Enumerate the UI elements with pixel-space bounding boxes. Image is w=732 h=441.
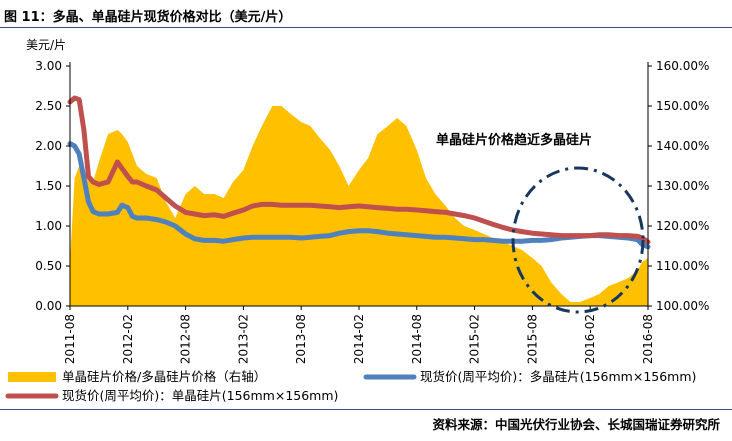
x-tick-label: 2011-08 xyxy=(63,314,77,364)
x-tick-label: 2016-08 xyxy=(641,314,655,364)
x-tick-label: 2014-08 xyxy=(410,314,424,364)
tick-labels-layer: 3.00 2.50 2.00 1.50 1.00 0.50 0.00 160.00% 150.0… xyxy=(35,59,709,364)
legend-item-ratio: 单晶硅片价格/多晶硅片价格（右轴） xyxy=(8,369,266,384)
series-line-poly xyxy=(67,141,651,250)
legend-label: 现货价(周平均价)：多晶硅片(156mm×156mm) xyxy=(420,369,696,384)
x-tick-label: 2012-08 xyxy=(179,314,193,364)
x-tick-label: 2013-08 xyxy=(294,314,308,364)
legend-item-poly: 现货价(周平均价)：多晶硅片(156mm×156mm) xyxy=(363,369,696,384)
y-right-tick-label: 140.00% xyxy=(656,139,709,153)
y-left-tick-label: 1.50 xyxy=(35,179,62,193)
y-right-tick-label: 130.00% xyxy=(656,179,709,193)
x-tick-label: 2012-02 xyxy=(121,314,135,364)
y-left-tick-label: 2.00 xyxy=(35,139,62,153)
y-right-tick-label: 160.00% xyxy=(656,59,709,73)
series-line-mono xyxy=(67,95,651,245)
price-lines-layer xyxy=(67,95,651,250)
y-left-tick-label: 2.50 xyxy=(35,99,62,113)
legend-label: 单晶硅片价格/多晶硅片价格（右轴） xyxy=(62,369,266,384)
x-tick-label: 2015-02 xyxy=(468,314,482,364)
x-tick-label: 2014-02 xyxy=(352,314,366,364)
y-left-tick-label: 1.00 xyxy=(35,219,62,233)
y-right-tick-label: 100.00% xyxy=(656,299,709,313)
y-left-tick-label: 0.00 xyxy=(35,299,62,313)
legend-swatch xyxy=(8,372,56,382)
y-left-tick-label: 0.50 xyxy=(35,259,62,273)
y-right-tick-label: 120.00% xyxy=(656,219,709,233)
x-tick-label: 2015-08 xyxy=(525,314,539,364)
x-tick-label: 2013-02 xyxy=(236,314,250,364)
legend-item-mono: 现货价(周平均价)：单晶硅片(156mm×156mm) xyxy=(5,388,338,403)
highlight-ellipse xyxy=(511,166,645,314)
source-note: 资料来源：中国光伏行业协会、长城国瑞证券研究所 xyxy=(432,417,720,432)
chart-title: 图 11：多晶、单晶硅片现货价格对比（美元/片） xyxy=(4,10,292,25)
x-tick-label: 2016-02 xyxy=(583,314,597,364)
legend-label: 现货价(周平均价)：单晶硅片(156mm×156mm) xyxy=(62,388,338,403)
annotation-text: 单晶硅片价格趋近多晶硅片 xyxy=(436,132,592,148)
y-right-tick-label: 150.00% xyxy=(656,99,709,113)
y-right-tick-label: 110.00% xyxy=(656,259,709,273)
axes-layer xyxy=(66,62,652,310)
source-rule xyxy=(0,409,732,410)
left-axis-unit-label: 美元/片 xyxy=(26,38,67,52)
y-left-tick-label: 3.00 xyxy=(35,59,62,73)
title-rule-top xyxy=(0,27,732,28)
legend: 单晶硅片价格/多晶硅片价格（右轴） 现货价(周平均价)：多晶硅片(156mm×15… xyxy=(5,369,696,403)
